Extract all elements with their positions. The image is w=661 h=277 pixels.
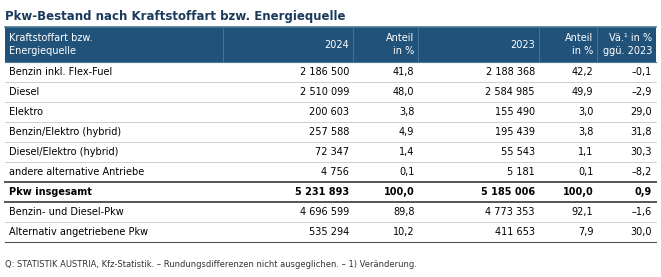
Text: 5 185 006: 5 185 006: [481, 187, 535, 197]
Text: andere alternative Antriebe: andere alternative Antriebe: [9, 167, 144, 177]
Text: Q: STATISTIK AUSTRIA, Kfz-Statistik. – Rundungsdifferenzen nicht ausgeglichen. –: Q: STATISTIK AUSTRIA, Kfz-Statistik. – R…: [5, 260, 417, 269]
Text: Kraftstoffart bzw.
Energiequelle: Kraftstoffart bzw. Energiequelle: [9, 33, 93, 56]
Text: Pkw insgesamt: Pkw insgesamt: [9, 187, 92, 197]
Text: 7,9: 7,9: [578, 227, 594, 237]
Text: Diesel/Elektro (hybrid): Diesel/Elektro (hybrid): [9, 147, 118, 157]
Text: –8,2: –8,2: [632, 167, 652, 177]
Text: 2024: 2024: [325, 40, 349, 50]
Text: 30,0: 30,0: [631, 227, 652, 237]
Text: –0,1: –0,1: [632, 67, 652, 77]
Text: 195 439: 195 439: [495, 127, 535, 137]
Text: 0,1: 0,1: [578, 167, 594, 177]
Text: 0,1: 0,1: [399, 167, 414, 177]
Text: 3,8: 3,8: [399, 107, 414, 117]
Text: 100,0: 100,0: [383, 187, 414, 197]
Text: 89,8: 89,8: [393, 207, 414, 217]
Text: 155 490: 155 490: [494, 107, 535, 117]
Text: Benzin/Elektro (hybrid): Benzin/Elektro (hybrid): [9, 127, 121, 137]
Text: 0,9: 0,9: [635, 187, 652, 197]
Text: Elektro: Elektro: [9, 107, 43, 117]
Text: 3,8: 3,8: [578, 127, 594, 137]
Text: 4 773 353: 4 773 353: [485, 207, 535, 217]
Text: 49,9: 49,9: [572, 87, 594, 97]
Text: 2023: 2023: [510, 40, 535, 50]
Text: 5 181: 5 181: [507, 167, 535, 177]
Text: 2 510 099: 2 510 099: [300, 87, 349, 97]
Text: 41,8: 41,8: [393, 67, 414, 77]
Text: 42,2: 42,2: [572, 67, 594, 77]
Text: 4 756: 4 756: [321, 167, 349, 177]
Text: 2 186 500: 2 186 500: [300, 67, 349, 77]
Text: Benzin- und Diesel-Pkw: Benzin- und Diesel-Pkw: [9, 207, 124, 217]
Text: Diesel: Diesel: [9, 87, 39, 97]
Text: 48,0: 48,0: [393, 87, 414, 97]
Text: –1,6: –1,6: [632, 207, 652, 217]
Text: 1,4: 1,4: [399, 147, 414, 157]
Text: Anteil
in %: Anteil in %: [565, 33, 594, 56]
Text: 31,8: 31,8: [631, 127, 652, 137]
Text: 1,1: 1,1: [578, 147, 594, 157]
Text: –2,9: –2,9: [632, 87, 652, 97]
Text: Alternativ angetriebene Pkw: Alternativ angetriebene Pkw: [9, 227, 148, 237]
Bar: [5, 27, 656, 62]
Text: Benzin inkl. Flex-Fuel: Benzin inkl. Flex-Fuel: [9, 67, 112, 77]
Text: Pkw-Bestand nach Kraftstoffart bzw. Energiequelle: Pkw-Bestand nach Kraftstoffart bzw. Ener…: [5, 10, 346, 23]
Text: 200 603: 200 603: [309, 107, 349, 117]
Text: 55 543: 55 543: [500, 147, 535, 157]
Text: 10,2: 10,2: [393, 227, 414, 237]
Text: 2 188 368: 2 188 368: [486, 67, 535, 77]
Text: 100,0: 100,0: [563, 187, 594, 197]
Text: 257 588: 257 588: [309, 127, 349, 137]
Text: 535 294: 535 294: [309, 227, 349, 237]
Text: 30,3: 30,3: [631, 147, 652, 157]
Text: Anteil
in %: Anteil in %: [386, 33, 414, 56]
Text: 411 653: 411 653: [495, 227, 535, 237]
Text: 4 696 599: 4 696 599: [300, 207, 349, 217]
Text: Vä.¹ in %
ggü. 2023: Vä.¹ in % ggü. 2023: [603, 33, 652, 56]
Text: 92,1: 92,1: [572, 207, 594, 217]
Text: 2 584 985: 2 584 985: [485, 87, 535, 97]
Text: 29,0: 29,0: [631, 107, 652, 117]
Text: 5 231 893: 5 231 893: [295, 187, 349, 197]
Text: 3,0: 3,0: [578, 107, 594, 117]
Text: 4,9: 4,9: [399, 127, 414, 137]
Text: 72 347: 72 347: [315, 147, 349, 157]
